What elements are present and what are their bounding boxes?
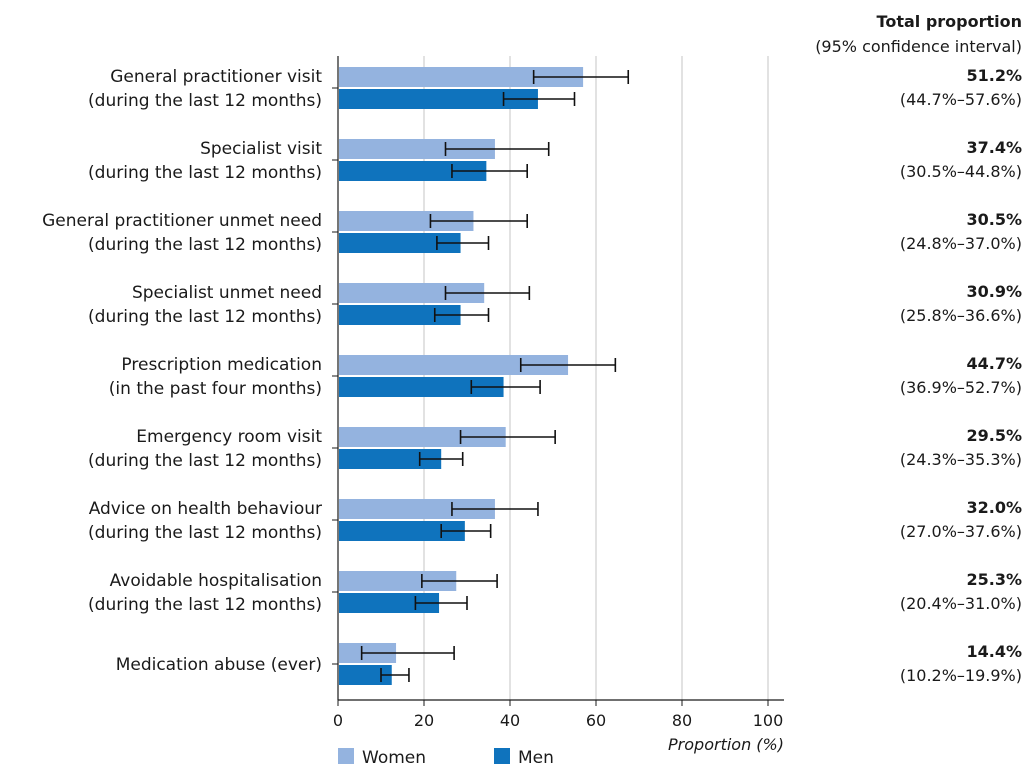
bar-men (339, 665, 392, 685)
category-label: (during the last 12 months) (88, 523, 322, 543)
total-confidence-interval: (27.0%–37.6%) (900, 522, 1022, 541)
legend-swatch-men (494, 748, 510, 764)
total-confidence-interval: (10.2%–19.9%) (900, 666, 1022, 685)
legend-label-women: Women (362, 748, 426, 765)
x-axis-label: Proportion (%) (668, 735, 784, 754)
category-label: Avoidable hospitalisation (110, 571, 322, 591)
total-confidence-interval: (30.5%–44.8%) (900, 162, 1022, 181)
total-proportion-value: 29.5% (966, 426, 1022, 445)
bar-women (339, 67, 584, 87)
bar-women (339, 211, 474, 231)
total-proportion-value: 30.5% (966, 210, 1022, 229)
x-tick-label: 60 (586, 711, 606, 730)
total-confidence-interval: (25.8%–36.6%) (900, 306, 1022, 325)
total-proportion-heading: Total proportion (877, 12, 1022, 31)
category-label: General practitioner visit (110, 67, 322, 87)
category-label: Prescription medication (121, 355, 322, 375)
bar-men (339, 449, 442, 469)
x-ticks: 0 20 40 60 80 100 (333, 700, 783, 730)
category-label: (during the last 12 months) (88, 91, 322, 111)
bar-women (339, 355, 569, 375)
category-label: General practitioner unmet need (42, 211, 322, 231)
bar-men (339, 161, 487, 181)
x-tick-label: 100 (753, 711, 784, 730)
bar-men (339, 593, 440, 613)
category-label: Advice on health behaviour (89, 499, 322, 519)
legend-label-men: Men (518, 748, 554, 765)
total-proportion-value: 30.9% (966, 282, 1022, 301)
bar-women (339, 499, 495, 519)
legend-swatch-women (338, 748, 354, 764)
grid-lines (423, 56, 769, 700)
x-tick-label: 40 (500, 711, 520, 730)
category-label: Specialist visit (200, 139, 322, 159)
category-label: Specialist unmet need (132, 283, 322, 303)
category-label: (during the last 12 months) (88, 595, 322, 615)
bar-men (339, 233, 461, 253)
category-label: (during the last 12 months) (88, 163, 322, 183)
x-tick-label: 20 (414, 711, 434, 730)
category-label: Emergency room visit (136, 427, 322, 447)
bar-women (339, 427, 506, 447)
confidence-interval-subheading: (95% confidence interval) (815, 37, 1022, 56)
axes (332, 56, 784, 701)
total-proportion-value: 44.7% (966, 354, 1022, 373)
total-proportion-value: 32.0% (966, 498, 1022, 517)
bar-men (339, 89, 538, 109)
total-confidence-interval: (24.3%–35.3%) (900, 450, 1022, 469)
legend: Women Men (338, 748, 554, 765)
bar-women (339, 283, 485, 303)
x-tick-label: 0 (333, 711, 343, 730)
total-confidence-interval: (44.7%–57.6%) (900, 90, 1022, 109)
category-label: (during the last 12 months) (88, 307, 322, 327)
bars (339, 67, 630, 685)
total-proportion-value: 14.4% (966, 642, 1022, 661)
x-tick-label: 80 (672, 711, 692, 730)
category-label: (during the last 12 months) (88, 451, 322, 471)
bar-men (339, 377, 504, 397)
total-proportion-column: Total proportion (95% confidence interva… (815, 12, 1022, 685)
total-proportion-value: 51.2% (966, 66, 1022, 85)
bar-men (339, 521, 465, 541)
total-proportion-value: 37.4% (966, 138, 1022, 157)
bar-men (339, 305, 461, 325)
category-label: Medication abuse (ever) (116, 655, 322, 675)
category-label: (in the past four months) (109, 379, 322, 399)
total-confidence-interval: (24.8%–37.0%) (900, 234, 1022, 253)
category-label: (during the last 12 months) (88, 235, 322, 255)
category-labels: General practitioner visit (during the la… (42, 67, 322, 675)
total-confidence-interval: (20.4%–31.0%) (900, 594, 1022, 613)
bar-women (339, 571, 457, 591)
bar-women (339, 139, 495, 159)
total-proportion-value: 25.3% (966, 570, 1022, 589)
total-confidence-interval: (36.9%–52.7%) (900, 378, 1022, 397)
